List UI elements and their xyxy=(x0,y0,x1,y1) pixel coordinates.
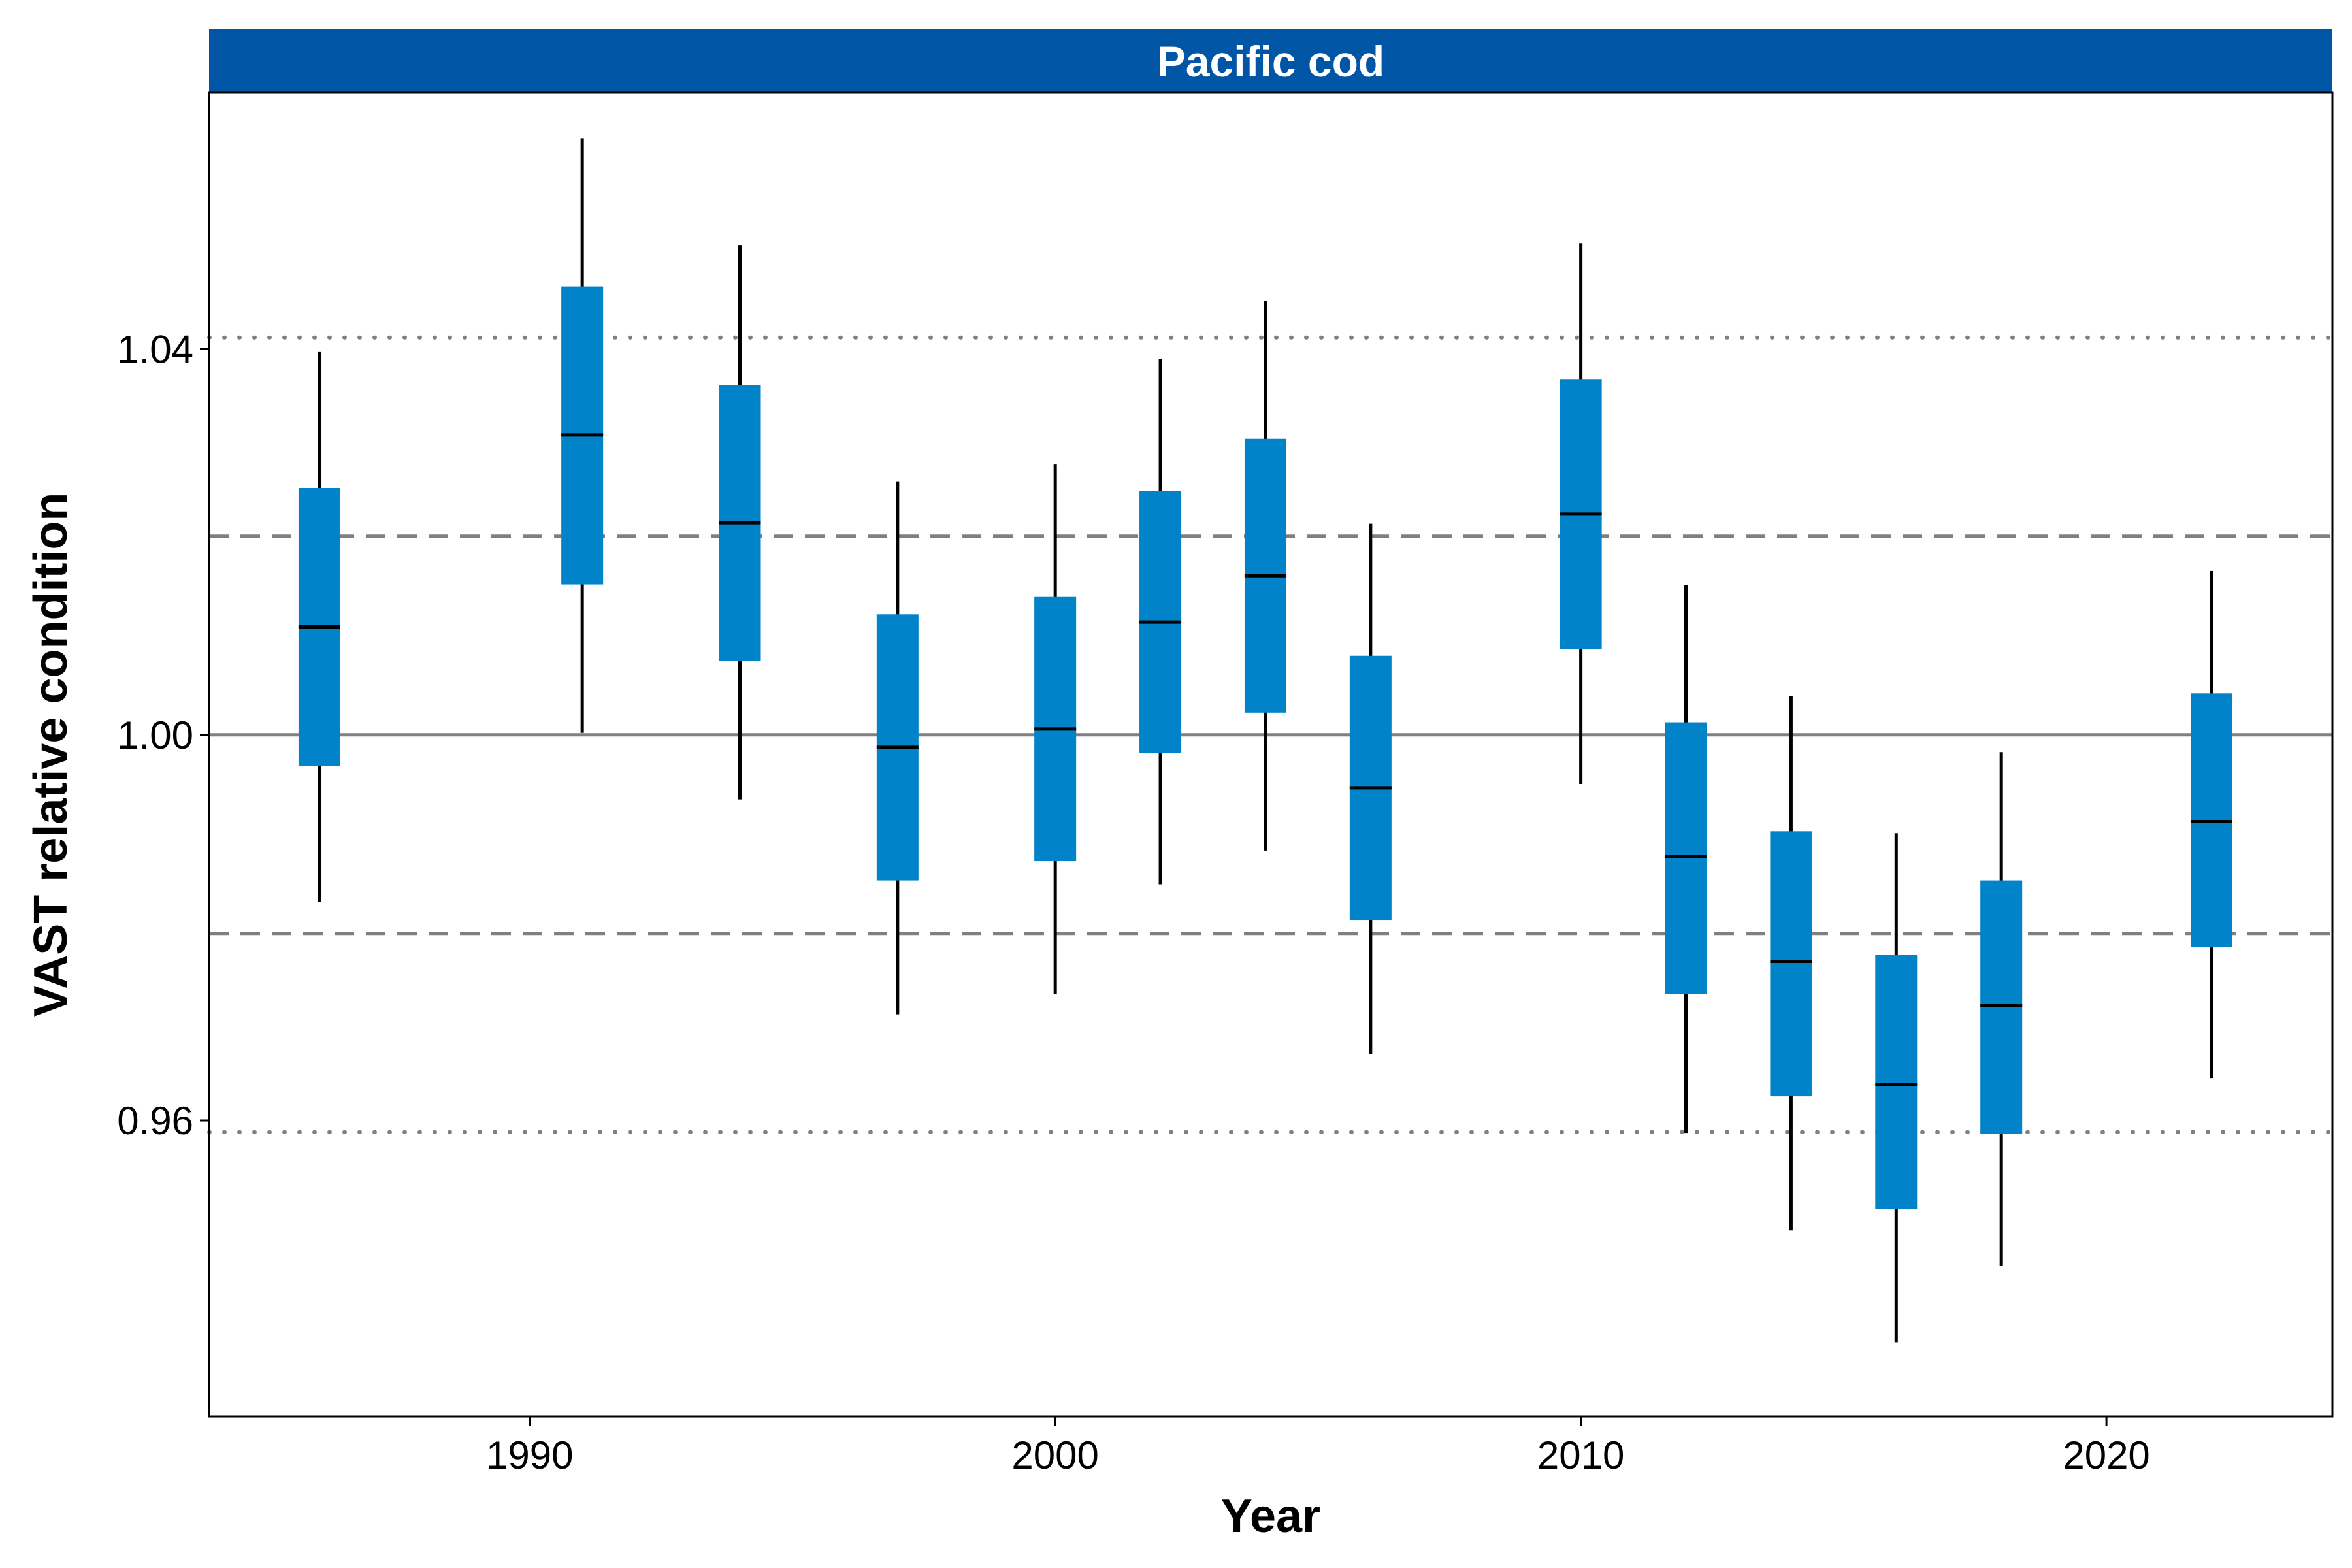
box-2012 xyxy=(1665,722,1707,994)
facet-strip xyxy=(209,29,2332,93)
x-tick-label: 2000 xyxy=(1011,1433,1098,1477)
x-axis: 1990 2000 2010 2020 xyxy=(486,1416,2150,1477)
y-axis-title: VAST relative condition xyxy=(25,493,77,1017)
x-tick-label: 2020 xyxy=(2063,1433,2149,1477)
x-tick-label: 2010 xyxy=(1537,1433,1624,1477)
medians xyxy=(298,433,2232,1086)
box-2014 xyxy=(1770,831,1812,1097)
y-axis: 0.96 1.00 1.04 xyxy=(117,328,209,1143)
x-tick-label: 1990 xyxy=(486,1433,573,1477)
y-tick-label: 1.00 xyxy=(117,713,193,757)
plot-panel-border xyxy=(208,91,2334,1418)
facet-strip-title: Pacific cod xyxy=(1157,37,1384,86)
y-tick-label: 1.04 xyxy=(117,328,193,372)
y-tick-label: 0.96 xyxy=(117,1099,193,1143)
x-axis-title: Year xyxy=(1221,1490,1320,1543)
box-2016 xyxy=(1875,955,1918,1209)
